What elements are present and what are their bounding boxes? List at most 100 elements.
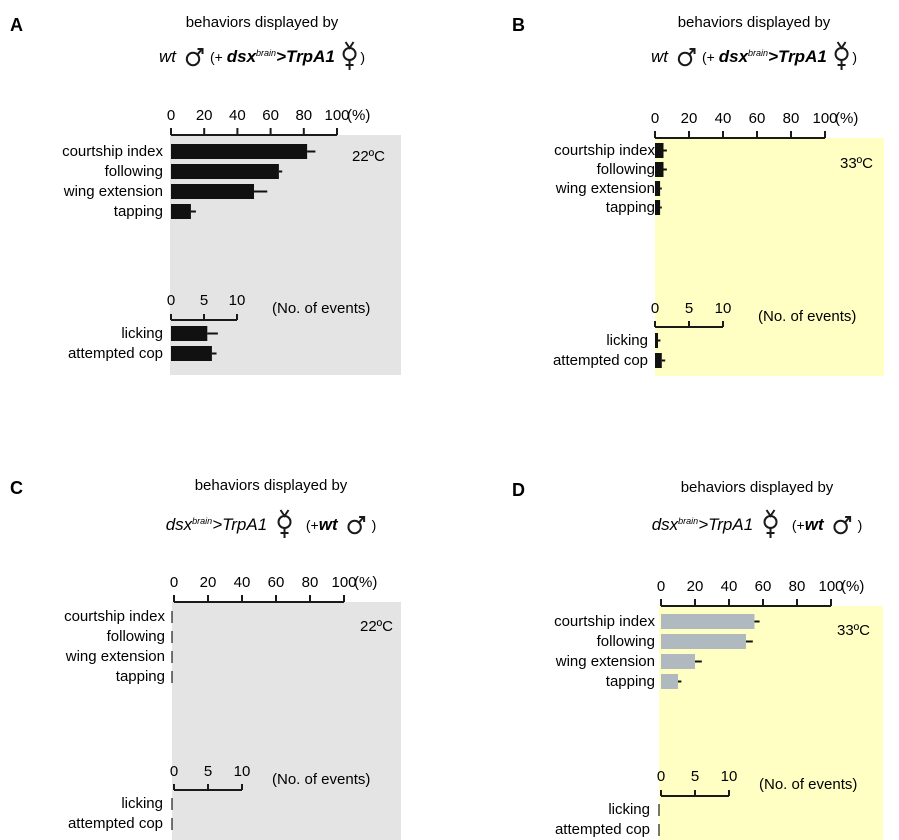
panel-a-genotype-plus: (+	[210, 49, 227, 65]
panel-d-genotype-close: )	[858, 517, 863, 533]
panel-a-category-label: wing extension	[63, 183, 163, 200]
panel-a-genotype: wt (+ dsxbrain>TrpA1 )	[159, 47, 365, 66]
panel-c-events-tick-label: 0	[170, 763, 178, 780]
panel-b-genotype-gap	[668, 47, 702, 66]
panel-d-events-unit: (No. of events)	[759, 776, 857, 793]
panel-a-events-tick-label: 10	[229, 292, 246, 309]
panel-b-events-unit: (No. of events)	[758, 308, 856, 325]
panel-d-pct-tick-label: 100	[818, 578, 843, 595]
panel-d-pct-tick-label: 40	[721, 578, 738, 595]
panel-a-pct-tick-label: 60	[262, 107, 279, 124]
panel-d-letter: D	[512, 480, 525, 500]
panel-c-category-label: courtship index	[64, 608, 165, 625]
panel-a-pct-unit: (%)	[347, 107, 370, 124]
panel-b-pct-tick-label: 80	[783, 110, 800, 127]
panel-c-event-label: licking	[121, 795, 163, 812]
panel-a-events-tick-label: 0	[167, 292, 175, 309]
panel-a-genotype-gap	[176, 47, 210, 66]
panel-c-genotype-plus: (+	[306, 517, 319, 533]
panel-c-male-symbol	[347, 516, 366, 535]
panel-c-events-tick-label: 10	[234, 763, 251, 780]
panel-b-event-bar	[655, 333, 658, 348]
panel-d-genotype-plus: (+	[792, 517, 805, 533]
panel-a-male-symbol-circle	[185, 51, 201, 67]
panel-b-genotype-dsx: dsx	[719, 47, 750, 66]
panel-c-male-symbol-arrow	[357, 516, 366, 524]
panel-d-category-label: tapping	[606, 673, 655, 690]
panel-d-genotype-wt: wt	[805, 515, 825, 534]
panel-a-event-bar	[171, 346, 212, 361]
panel-d-bar	[661, 654, 695, 669]
panel-b-heading: behaviors displayed by	[678, 14, 831, 31]
panel-a-temperature: 22ºC	[352, 148, 385, 165]
panel-a-male-symbol	[185, 48, 204, 67]
panel-b-genotype-close: )	[852, 49, 857, 65]
panel-d-events-tick-label: 10	[721, 768, 738, 785]
panel-a-pct-tick-label: 80	[295, 107, 312, 124]
panel-b-pct-tick-label: 40	[715, 110, 732, 127]
panel-a-female-symbol-cross	[345, 60, 354, 70]
panel-a-genotype-wt: wt	[159, 47, 177, 66]
panel-b-female-symbol	[834, 41, 849, 70]
panel-a-events-tick-label: 5	[200, 292, 208, 309]
panel-d-genotype: dsxbrain>TrpA1 (+wt )	[652, 515, 863, 534]
panel-a-event-label: licking	[121, 325, 163, 342]
panel-d-genotype-dsx: dsx	[652, 515, 679, 534]
panel-b-pct-tick-label: 60	[749, 110, 766, 127]
panel-b-events-tick-label: 0	[651, 300, 659, 317]
panel-a-pct-tick-label: 0	[167, 107, 175, 124]
panel-a-genotype-trpa1: >TrpA1	[276, 47, 335, 66]
panel-d-category-label: wing extension	[555, 653, 655, 670]
panel-b-category-label: tapping	[606, 199, 655, 216]
panel-b-event-label: attempted cop	[553, 352, 648, 369]
panel-a-genotype-close: )	[360, 49, 365, 65]
panel-d-genotype-gap2	[824, 515, 858, 534]
panel-b-events-tick-label: 5	[685, 300, 693, 317]
panel-d-events-tick-label: 0	[657, 768, 665, 785]
panel-d-male-symbol-circle	[833, 519, 848, 535]
panel-a-category-label: courtship index	[62, 143, 163, 160]
panel-b-temperature: 33ºC	[840, 155, 873, 172]
panel-d-event-label: licking	[608, 801, 650, 818]
panel-d-bar	[661, 674, 678, 689]
panel-b-bar	[655, 143, 664, 158]
panel-d-pct-tick-label: 80	[789, 578, 806, 595]
panel-d-heading: behaviors displayed by	[681, 479, 834, 496]
panel-c-letter: C	[10, 478, 23, 498]
panel-a-pct-tick-label: 20	[196, 107, 213, 124]
panel-c-events-tick-label: 5	[204, 763, 212, 780]
panel-c-genotype-wt: wt	[319, 515, 339, 534]
panel-b-pct-tick-label: 20	[681, 110, 698, 127]
panel-b-bar	[655, 200, 661, 215]
panel-b-events-tick-label: 10	[715, 300, 732, 317]
panel-b-pct-tick-label: 100	[812, 110, 837, 127]
panel-c-pct-tick-label: 0	[170, 574, 178, 591]
panel-a-genotype-dsx: dsx	[227, 47, 258, 66]
panel-d-category-label: following	[597, 633, 655, 650]
panel-a-letter: A	[10, 15, 23, 35]
panel-b-letter: B	[512, 15, 525, 35]
panel-c-pct-tick-label: 80	[302, 574, 319, 591]
panel-c-events-unit: (No. of events)	[272, 771, 370, 788]
panel-c-event-label: attempted cop	[68, 815, 163, 832]
panel-d-female-symbol-cross	[766, 528, 775, 538]
panel-c-male-symbol-circle	[347, 519, 362, 535]
panel-b-female-symbol-cross	[837, 60, 846, 70]
panel-c-genotype-trpa1: >TrpA1	[212, 515, 267, 534]
panel-b-pct-tick-label: 0	[651, 110, 659, 127]
panel-b-bar	[655, 181, 661, 196]
panel-d-genotype-gap	[753, 515, 792, 534]
panel-c-genotype-dsx: dsx	[166, 515, 193, 534]
panel-c-genotype: dsxbrain>TrpA1 (+wt )	[166, 515, 377, 534]
panel-a-event-bar	[171, 326, 208, 341]
panel-b-genotype-wt: wt	[651, 47, 669, 66]
panel-d-male-symbol-arrow	[843, 516, 852, 524]
panel-d-male-symbol	[833, 516, 852, 535]
panel-a-genotype-brain: brain	[256, 48, 276, 58]
panel-a-bar	[171, 144, 308, 159]
panel-b-category-label: courtship index	[554, 142, 655, 159]
panel-d-pct-tick-label: 20	[687, 578, 704, 595]
panel-a-genotype-gap2	[335, 47, 361, 66]
